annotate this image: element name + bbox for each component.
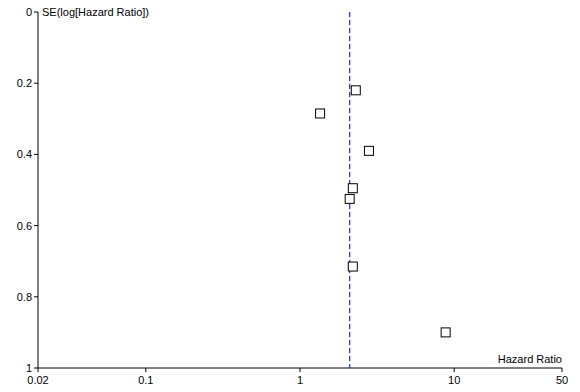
x-tick-label: 0.02 <box>27 374 48 386</box>
x-tick <box>145 368 146 372</box>
y-tick-label: 0 <box>26 6 32 18</box>
x-axis-label: Hazard Ratio <box>498 353 562 365</box>
x-tick <box>38 368 39 372</box>
plot-area <box>316 12 451 368</box>
study-point <box>348 184 357 193</box>
y-tick-label: 1 <box>26 362 32 374</box>
y-tick <box>34 12 38 13</box>
y-tick-label: 0.8 <box>17 291 32 303</box>
y-tick <box>34 154 38 155</box>
x-tick <box>300 368 301 372</box>
x-tick <box>562 368 563 372</box>
y-tick-label: 0.2 <box>17 77 32 89</box>
study-point <box>345 194 354 203</box>
x-tick-label: 1 <box>297 374 303 386</box>
y-tick <box>34 83 38 84</box>
y-axis-label: SE(log[Hazard Ratio]) <box>42 6 149 18</box>
y-tick <box>34 225 38 226</box>
study-point <box>351 86 360 95</box>
x-tick-label: 0.1 <box>138 374 153 386</box>
study-point <box>348 262 357 271</box>
study-point <box>364 146 373 155</box>
y-tick-label: 0.6 <box>17 220 32 232</box>
x-tick <box>454 368 455 372</box>
y-tick <box>34 368 38 369</box>
y-tick-label: 0.4 <box>17 148 32 160</box>
y-tick <box>34 296 38 297</box>
study-point <box>316 109 325 118</box>
y-axis <box>38 12 39 368</box>
x-tick-label: 10 <box>448 374 460 386</box>
x-tick-label: 50 <box>556 374 568 386</box>
chart: 00.20.40.60.810.020.111050SE(log[Hazard … <box>0 0 580 392</box>
study-point <box>441 328 450 337</box>
